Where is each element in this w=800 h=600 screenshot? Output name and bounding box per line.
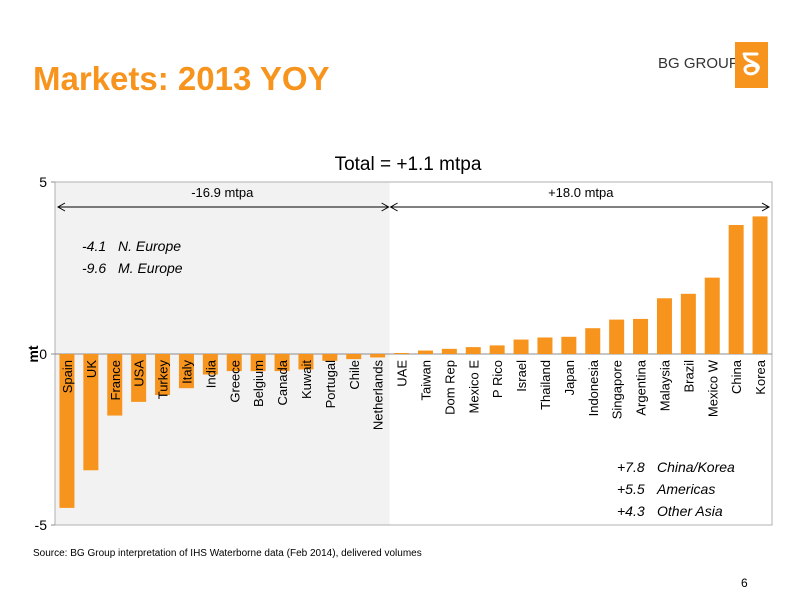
bar-indonesia (585, 328, 601, 354)
category-label: P Rico (490, 360, 505, 398)
bar-spain (59, 354, 75, 508)
left-note-label: N. Europe (118, 238, 181, 254)
category-label: Thailand (538, 360, 553, 410)
category-label: China (729, 359, 744, 394)
bar-turkey (155, 354, 171, 396)
bar-p-rico (489, 345, 505, 354)
left-bracket-arrow-arrowhead-right (381, 202, 390, 212)
bar-dom-rep (441, 348, 457, 354)
bar-mexico-w (704, 277, 720, 354)
bar-canada (274, 354, 290, 372)
bar-india (202, 354, 218, 375)
bar-greece (226, 354, 242, 372)
category-label: France (108, 360, 123, 400)
category-label: Taiwan (418, 360, 433, 400)
category-label: Chile (347, 360, 362, 390)
bar-uk (83, 354, 99, 471)
category-label: Malaysia (657, 359, 672, 411)
source-note: Source: BG Group interpretation of IHS W… (33, 548, 422, 559)
category-label: Netherlands (371, 360, 386, 431)
right-note-label: Americas (656, 481, 715, 497)
category-label: Spain (60, 360, 75, 393)
bar-usa (131, 354, 147, 402)
left-note-value: -9.6 (82, 260, 106, 276)
category-label: Dom Rep (442, 360, 457, 415)
category-label: Mexico E (466, 360, 481, 414)
category-label: Greece (227, 360, 242, 403)
bar-belgium (250, 354, 266, 372)
right-bracket-arrow-arrowhead-right (761, 202, 771, 212)
bg-logo-icon (735, 42, 768, 88)
category-label: Argentina (634, 359, 649, 415)
category-label: Portugal (323, 360, 338, 409)
bar-japan (561, 336, 577, 354)
bar-kuwait (298, 354, 314, 370)
category-label: Italy (179, 360, 194, 384)
y-axis-label: mt (25, 345, 41, 362)
category-label: Brazil (681, 360, 696, 393)
bar-thailand (537, 337, 553, 354)
right-note-label: China/Korea (657, 459, 735, 475)
bar-netherlands (370, 354, 386, 358)
bar-portugal (322, 354, 338, 361)
right-note-label: Other Asia (657, 503, 723, 519)
bar-malaysia (656, 298, 672, 354)
y-tick-label: 0 (39, 346, 47, 362)
bar-korea (752, 216, 768, 354)
right-bracket-arrow-arrowhead-left (389, 202, 398, 212)
left-note-label: M. Europe (118, 260, 183, 276)
category-label: UK (84, 360, 99, 378)
right-note-value: +4.3 (617, 503, 645, 519)
bar-argentina (633, 318, 649, 354)
category-label: Israel (514, 360, 529, 392)
bar-china (728, 225, 744, 354)
category-label: Mexico W (705, 359, 720, 417)
category-label: UAE (395, 360, 410, 387)
category-label: India (203, 359, 218, 388)
category-label: Turkey (156, 360, 171, 400)
page-title: Markets: 2013 YOY (33, 60, 330, 97)
left-bracket-label: -16.9 mtpa (191, 185, 254, 200)
right-note-value: +7.8 (617, 459, 645, 475)
right-bracket-label: +18.0 mtpa (548, 185, 614, 200)
chart-title: Total = +1.1 mtpa (335, 154, 482, 175)
bar-singapore (609, 319, 625, 354)
bar-italy (178, 354, 194, 389)
page-number: 6 (741, 576, 748, 590)
category-label: Singapore (610, 360, 625, 419)
bar-brazil (680, 293, 696, 354)
category-label: Belgium (251, 360, 266, 407)
bar-mexico-e (465, 347, 481, 354)
left-bracket-arrow-arrowhead-left (56, 202, 66, 212)
category-label: USA (132, 360, 147, 387)
category-label: Korea (753, 359, 768, 394)
y-tick-label: -5 (35, 517, 48, 533)
brand-name: BG GROUP (658, 55, 739, 72)
y-tick-label: 5 (39, 174, 47, 190)
category-label: Indonesia (586, 359, 601, 416)
bar-uae (394, 353, 410, 354)
bar-chile (346, 354, 362, 360)
right-note-value: +5.5 (617, 481, 645, 497)
bar-israel (513, 339, 529, 354)
bar-taiwan (417, 350, 433, 354)
category-label: Kuwait (299, 360, 314, 399)
category-label: Japan (562, 360, 577, 395)
bar-france (107, 354, 123, 416)
left-note-value: -4.1 (82, 238, 106, 254)
category-label: Canada (275, 359, 290, 405)
